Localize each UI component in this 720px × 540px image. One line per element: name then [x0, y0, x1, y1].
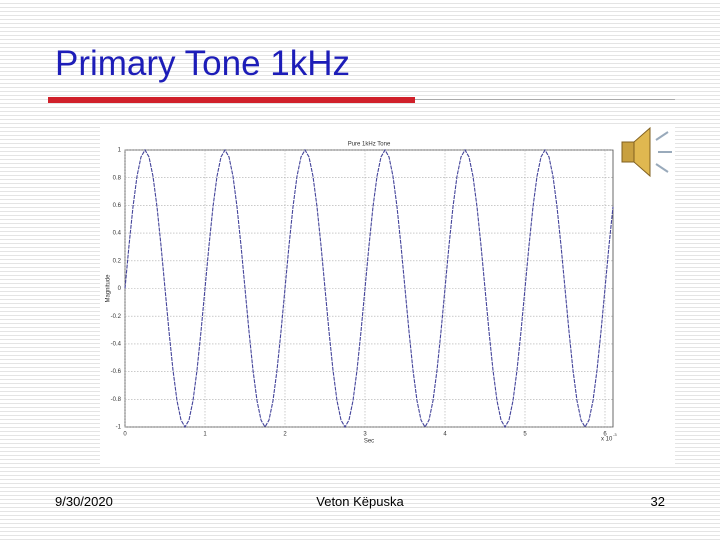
y-tick-label: -0.2	[111, 314, 122, 320]
y-tick-label: 0	[118, 286, 122, 292]
footer-page: 32	[650, 494, 665, 509]
y-tick-label: 1	[118, 148, 122, 154]
x-axis-label: Sec	[364, 439, 374, 445]
chart-title: Pure 1kHz Tone	[348, 142, 391, 148]
y-tick-label: -0.4	[111, 341, 122, 347]
x-tick-label: 3	[363, 432, 367, 438]
slide-title: Primary Tone 1kHz	[55, 44, 351, 83]
x-scale-exponent: -3	[613, 432, 617, 437]
title-bar	[48, 97, 415, 103]
title-rule	[415, 99, 675, 100]
x-scale-label: x 10	[601, 437, 613, 443]
y-tick-label: 0.6	[113, 203, 122, 209]
y-tick-label: -0.6	[111, 369, 122, 375]
y-tick-label: 0.4	[113, 231, 122, 237]
speaker-icon	[621, 126, 672, 178]
x-tick-label: 1	[203, 432, 207, 438]
x-tick-label: 5	[523, 432, 527, 438]
footer-date: 9/30/2020	[55, 494, 113, 509]
y-axis-label: Magnitude	[106, 274, 112, 303]
line-series	[124, 148, 614, 429]
footer-author: Veton Këpuska	[316, 494, 404, 509]
y-tick-label: -0.8	[111, 397, 122, 403]
x-tick-label: 4	[443, 432, 447, 438]
y-tick-label: 0.8	[113, 175, 122, 181]
y-tick-label: 0.2	[113, 258, 122, 264]
x-tick-label: 2	[283, 432, 287, 438]
x-tick-label: 6	[603, 432, 607, 438]
plot-background	[100, 125, 675, 465]
x-tick-label: 0	[123, 432, 127, 438]
y-tick-label: -1	[116, 425, 122, 431]
